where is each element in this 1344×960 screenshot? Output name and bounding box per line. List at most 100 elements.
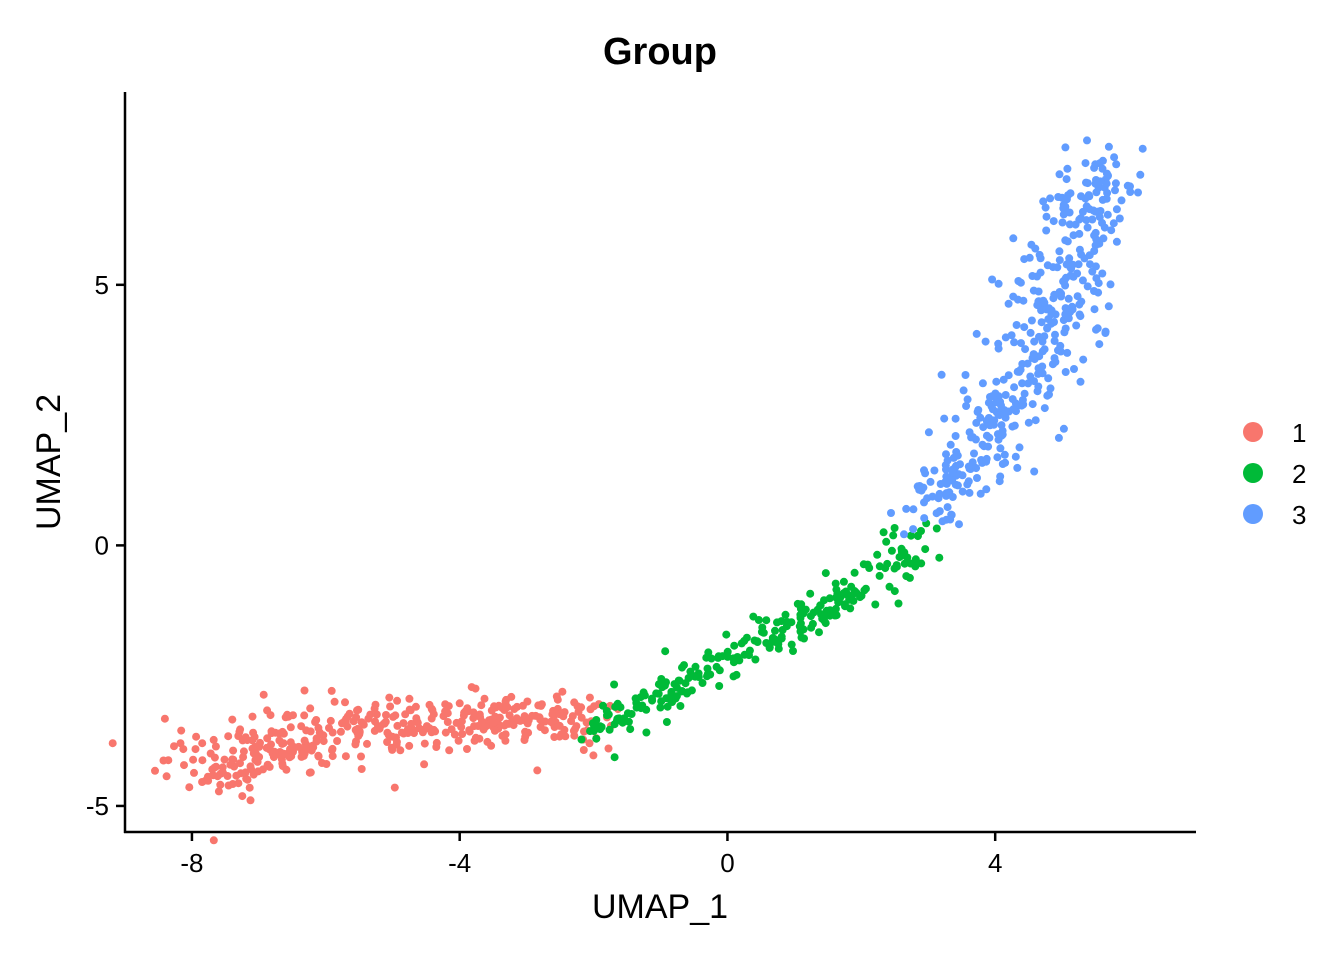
point-group-1 bbox=[300, 711, 309, 720]
point-group-3 bbox=[963, 395, 972, 404]
point-group-2 bbox=[782, 622, 791, 631]
point-group-1 bbox=[236, 759, 244, 768]
point-group-1 bbox=[255, 753, 264, 761]
point-group-2 bbox=[932, 524, 941, 533]
point-group-3 bbox=[1058, 218, 1067, 227]
point-group-3 bbox=[959, 386, 968, 395]
point-group-1 bbox=[162, 772, 171, 781]
point-group-3 bbox=[994, 279, 1003, 288]
point-group-2 bbox=[921, 545, 930, 554]
point-group-3 bbox=[1018, 360, 1027, 368]
point-group-2 bbox=[820, 616, 829, 625]
x-axis-ticks: -8 -4 0 4 bbox=[180, 832, 1002, 878]
point-group-1 bbox=[267, 727, 276, 736]
point-group-3 bbox=[979, 423, 988, 432]
point-group-3 bbox=[1000, 450, 1009, 459]
point-group-2 bbox=[714, 652, 723, 661]
point-group-3 bbox=[1013, 463, 1022, 472]
point-group-2 bbox=[839, 577, 848, 586]
point-group-2 bbox=[667, 690, 676, 698]
point-group-1 bbox=[577, 713, 586, 722]
point-group-3 bbox=[887, 509, 895, 517]
point-group-1 bbox=[223, 772, 232, 780]
point-group-3 bbox=[1101, 327, 1110, 336]
point-group-2 bbox=[856, 593, 864, 602]
point-group-2 bbox=[887, 546, 896, 555]
point-group-1 bbox=[524, 728, 533, 737]
point-group-3 bbox=[1138, 144, 1147, 153]
point-group-2 bbox=[742, 633, 751, 642]
point-group-2 bbox=[840, 600, 849, 609]
point-group-1 bbox=[548, 710, 557, 719]
point-group-3 bbox=[1053, 263, 1062, 272]
point-group-1 bbox=[510, 705, 519, 713]
point-group-1 bbox=[586, 705, 595, 714]
point-group-1 bbox=[507, 692, 516, 701]
point-group-2 bbox=[821, 569, 830, 578]
point-group-3 bbox=[1028, 400, 1037, 409]
point-group-1 bbox=[322, 760, 331, 768]
point-group-1 bbox=[279, 729, 288, 738]
point-group-2 bbox=[577, 735, 586, 744]
point-group-3 bbox=[946, 440, 955, 449]
point-group-2 bbox=[832, 593, 840, 602]
point-group-3 bbox=[972, 329, 981, 338]
point-group-3 bbox=[1038, 347, 1047, 356]
point-group-3 bbox=[1045, 304, 1053, 313]
point-group-3 bbox=[940, 414, 949, 423]
point-group-1 bbox=[397, 728, 406, 737]
point-group-3 bbox=[1063, 237, 1072, 246]
point-group-3 bbox=[1111, 179, 1120, 188]
point-group-3 bbox=[1050, 337, 1059, 345]
point-group-2 bbox=[759, 628, 768, 637]
point-group-2 bbox=[745, 651, 753, 660]
point-group-3 bbox=[1090, 247, 1099, 255]
point-group-3 bbox=[1112, 160, 1121, 169]
point-group-1 bbox=[185, 783, 194, 792]
point-group-3 bbox=[970, 449, 978, 458]
point-group-1 bbox=[381, 717, 390, 726]
point-group-3 bbox=[1054, 433, 1063, 442]
point-group-3 bbox=[1110, 153, 1119, 162]
point-group-3 bbox=[976, 413, 985, 422]
legend-label-2: 2 bbox=[1292, 459, 1306, 489]
point-group-3 bbox=[1111, 186, 1119, 195]
point-group-3 bbox=[926, 477, 935, 486]
point-group-1 bbox=[210, 753, 219, 762]
x-tick-label: -4 bbox=[448, 848, 471, 878]
point-group-2 bbox=[688, 671, 697, 680]
point-group-1 bbox=[470, 736, 479, 745]
point-group-1 bbox=[351, 740, 360, 749]
point-group-1 bbox=[269, 753, 278, 762]
y-axis-title: UMAP_2 bbox=[30, 394, 68, 530]
point-group-1 bbox=[498, 731, 507, 740]
point-group-1 bbox=[330, 697, 339, 706]
point-group-3 bbox=[1063, 348, 1072, 357]
point-group-1 bbox=[372, 710, 381, 719]
point-group-1 bbox=[214, 787, 223, 796]
point-group-1 bbox=[238, 792, 247, 801]
point-group-3 bbox=[1074, 260, 1083, 269]
point-group-3 bbox=[1126, 182, 1134, 191]
point-group-3 bbox=[1026, 372, 1035, 381]
point-group-2 bbox=[642, 728, 651, 737]
point-group-3 bbox=[1054, 193, 1063, 201]
point-group-1 bbox=[239, 747, 248, 756]
point-group-1 bbox=[328, 728, 337, 737]
point-group-3 bbox=[909, 505, 918, 514]
point-group-1 bbox=[390, 783, 399, 792]
point-group-1 bbox=[211, 742, 220, 751]
point-group-1 bbox=[454, 736, 463, 745]
point-group-2 bbox=[860, 586, 869, 595]
point-group-3 bbox=[995, 411, 1004, 420]
point-group-3 bbox=[1078, 207, 1087, 216]
point-group-3 bbox=[1091, 262, 1100, 271]
point-group-3 bbox=[1026, 328, 1035, 337]
point-group-1 bbox=[455, 699, 464, 708]
point-group-2 bbox=[753, 638, 762, 646]
point-group-3 bbox=[1042, 212, 1051, 221]
point-group-3 bbox=[1031, 416, 1040, 425]
point-group-3 bbox=[1060, 328, 1069, 337]
point-group-3 bbox=[1046, 194, 1055, 203]
point-group-3 bbox=[1066, 189, 1075, 198]
